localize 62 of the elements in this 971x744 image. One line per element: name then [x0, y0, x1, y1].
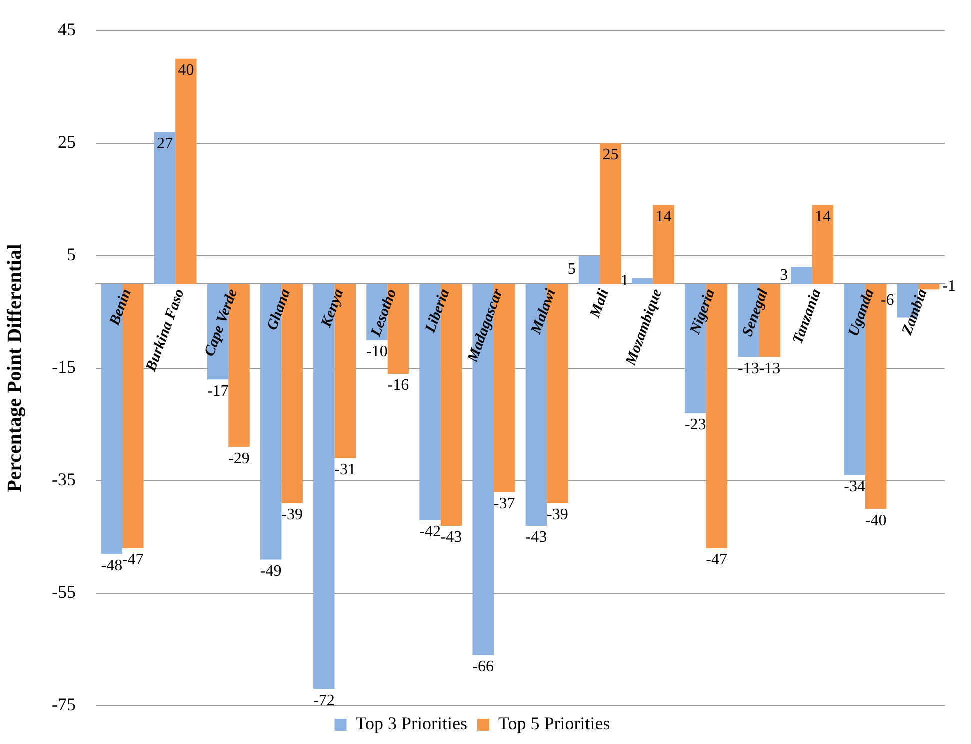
x-tick-label: Benin — [106, 287, 135, 329]
bar — [791, 267, 812, 284]
bar — [632, 278, 654, 284]
data-label: -48 — [101, 557, 123, 574]
data-label: -34 — [844, 478, 866, 496]
y-tick-label: -75 — [52, 694, 76, 715]
data-label: -29 — [228, 450, 250, 468]
bar — [600, 143, 622, 284]
x-tick-label: Kenya — [318, 286, 348, 330]
bar — [653, 205, 674, 284]
x-tick-label: Zambia — [899, 286, 932, 338]
x-tick-label: Malawi — [528, 286, 560, 338]
data-label: 14 — [656, 208, 672, 226]
data-label: -31 — [334, 462, 356, 479]
data-label: -39 — [282, 506, 303, 524]
x-tick-label: Senegal — [740, 286, 772, 339]
data-label: -66 — [472, 658, 494, 676]
y-tick-label: -35 — [52, 470, 76, 490]
x-tick-label: Nigeria — [687, 286, 719, 338]
data-label: -37 — [494, 495, 516, 512]
x-tick-label: Mali — [587, 286, 613, 322]
y-tick-label: 45 — [58, 20, 76, 40]
bar — [176, 58, 197, 284]
y-axis-title: Percentage Point Differential — [4, 244, 26, 492]
data-label: -43 — [526, 529, 548, 546]
y-tick-label: 5 — [66, 244, 76, 265]
x-tick-label: Ghana — [264, 286, 294, 333]
data-label: 27 — [156, 135, 173, 152]
y-tick-label: -55 — [52, 582, 76, 602]
data-label: -17 — [207, 382, 229, 400]
x-tick-label: Liberia — [422, 286, 454, 336]
data-label: -49 — [260, 562, 282, 580]
data-label: -13 — [738, 360, 760, 378]
bar — [154, 132, 176, 284]
data-label: 5 — [568, 261, 576, 278]
data-label: -47 — [706, 552, 728, 569]
legend-label: Top 3 Priorities — [356, 714, 468, 734]
data-label: 25 — [602, 146, 619, 164]
data-label: -13 — [759, 360, 781, 378]
data-label: -39 — [546, 506, 568, 524]
bar — [812, 205, 834, 284]
data-label: -47 — [122, 552, 144, 569]
data-label: -10 — [366, 343, 388, 360]
data-label: -72 — [314, 692, 335, 710]
data-label: 1 — [620, 272, 629, 290]
data-label: -16 — [388, 377, 410, 394]
data-label: 3 — [780, 266, 788, 284]
x-tick-label: Lesotho — [368, 287, 400, 340]
data-label: -1 — [942, 278, 956, 296]
data-label: 14 — [814, 208, 831, 226]
data-label: 40 — [178, 62, 194, 80]
y-tick-label: -15 — [52, 357, 76, 378]
legend-label: Top 5 Priorities — [498, 714, 610, 734]
bar — [918, 284, 940, 290]
data-label: -23 — [684, 416, 706, 434]
x-tick-label: Uganda — [846, 286, 878, 339]
data-label: -42 — [420, 524, 441, 541]
x-tick-label: Cape Verde — [202, 286, 242, 359]
y-tick-label: 25 — [58, 132, 76, 152]
data-label: -40 — [865, 512, 887, 530]
bar — [578, 256, 600, 284]
data-label: -43 — [440, 529, 462, 546]
